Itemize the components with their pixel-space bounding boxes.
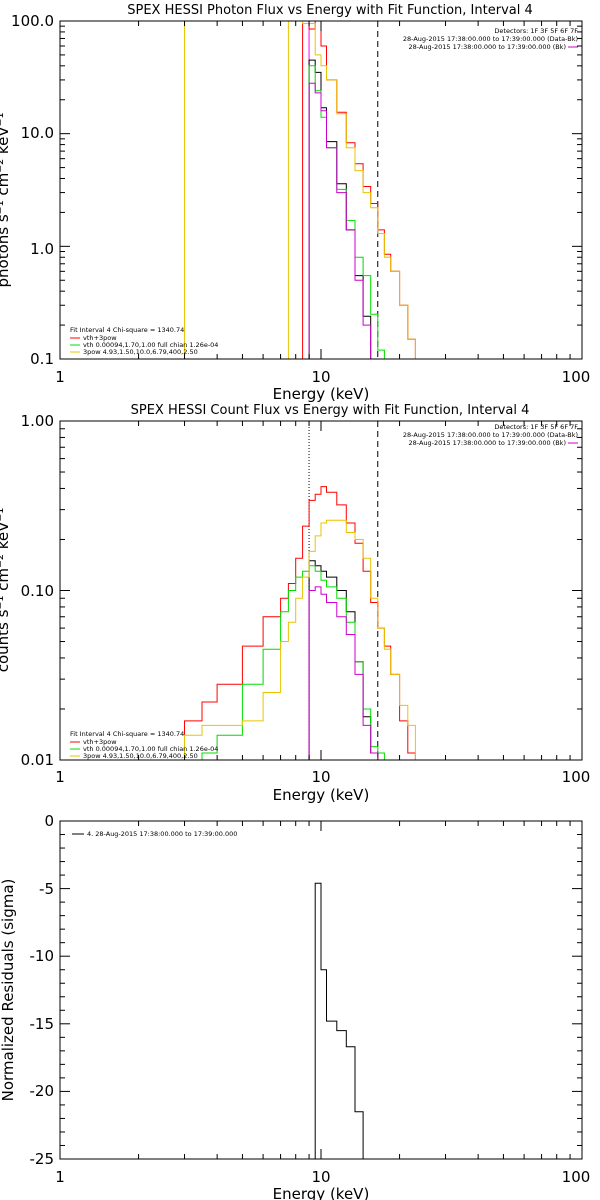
count-legend-item-1: vth+3pow [83,738,117,746]
count-y-tick-1-00: 1.00 [21,412,54,430]
residuals-legend: 4. 28-Aug-2015 17:38:00.000 to 17:39:00.… [72,830,237,838]
count-info-data-bk: 28-Aug-2015 17:38:00.000 to 17:39:00.000… [403,431,578,439]
residuals-x-tick-100: 100 [562,1168,591,1186]
photon-x-tick-100: 100 [562,368,591,386]
count-legend-item-3: 3pow 4.93,1.50,10.0,6.79,400,2.50 [83,752,198,760]
count-flux-panel: SPEX HESSI Count Flux vs Energy with Fit… [0,403,590,804]
photon-x-tick-1: 1 [55,368,65,386]
residuals-y-tick-m25: -25 [30,1150,55,1168]
count-series-2 [184,486,416,760]
photon-info-block: Detectors: 1F 3F 5F 6F 7F 28-Aug-2015 17… [403,27,578,51]
photon-x-axis-label: Energy (keV) [273,385,370,403]
photon-y-tick-100: 100.0 [11,12,54,30]
photon-legend-item-1: vth+3pow [83,334,117,342]
count-legend-item-2: vth 0.00094,1.70,1.00 full chian 1.26e-0… [83,745,218,753]
photon-y-tick-labels: 0.1 1.0 10.0 100.0 [11,12,54,368]
count-series-1 [308,560,379,760]
residuals-y-tick-m10: -10 [30,947,55,965]
count-y-axis-label: counts s⁻¹ cm⁻² keV⁻¹ [0,508,12,673]
count-y-tick-0-10: 0.10 [21,582,54,600]
count-panel-title: SPEX HESSI Count Flux vs Energy with Fit… [131,403,530,418]
count-y-tick-0-01: 0.01 [21,751,54,769]
photon-y-tick-0-1: 0.1 [30,350,54,368]
photon-info-data-bk: 28-Aug-2015 17:38:00.000 to 17:39:00.000… [403,35,578,43]
residuals-series-1 [309,882,378,1160]
residuals-plot-frame [59,820,583,1160]
photon-info-detectors: Detectors: 1F 3F 5F 6F 7F [494,27,578,35]
count-info-detectors: Detectors: 1F 3F 5F 6F 7F [494,423,578,431]
count-x-axis-label: Energy (keV) [273,786,370,804]
residuals-y-tick-labels: -25 -20 -15 -10 -5 0 [30,812,55,1168]
photon-panel-title: SPEX HESSI Photon Flux vs Energy with Fi… [127,3,533,18]
photon-series-5 [287,20,423,360]
residuals-x-tick-1: 1 [55,1168,65,1186]
residuals-y-axis-label: Normalized Residuals (sigma) [0,879,17,1102]
photon-flux-panel: SPEX HESSI Photon Flux vs Energy with Fi… [0,3,590,403]
count-info-block: Detectors: 1F 3F 5F 6F 7F 28-Aug-2015 17… [403,423,578,447]
residuals-panel: 1 10 100 -25 -20 -15 -10 -5 0 Energy (ke… [0,812,590,1200]
count-legend-header: Fit Interval 4 Chi-square = 1340.74 [70,730,184,738]
photon-plot-frame [59,20,583,360]
count-series-3 [184,565,385,761]
count-x-tick-1: 1 [55,768,65,786]
photon-series-1 [308,59,378,360]
photon-legend-item-2: vth 0.00094,1.70,1.00 full chian 1.26e-0… [83,341,218,349]
count-x-tick-10: 10 [311,768,330,786]
photon-legend: Fit Interval 4 Chi-square = 1340.74 vth+… [70,326,218,356]
photon-y-axis-label: photons s⁻¹ cm⁻² keV⁻¹ [0,113,12,288]
photon-legend-item-3: 3pow 4.93,1.50,10.0,6.79,400,2.50 [83,348,198,356]
photon-y-tick-10: 10.0 [21,124,54,142]
photon-legend-header: Fit Interval 4 Chi-square = 1340.74 [70,326,184,334]
residuals-y-tick-m15: -15 [30,1015,55,1033]
count-legend: Fit Interval 4 Chi-square = 1340.74 vth+… [70,730,218,760]
residuals-y-tick-0: 0 [44,812,54,830]
count-x-tick-labels: 1 10 100 [55,768,590,786]
count-series-4 [308,586,379,760]
count-info-bk: 28-Aug-2015 17:38:00.000 to 17:39:00.000… [409,439,566,447]
residuals-x-tick-10: 10 [311,1168,330,1186]
residuals-y-tick-m20: -20 [30,1082,55,1100]
count-series-5 [184,519,423,761]
residuals-y-tick-m5: -5 [39,880,54,898]
photon-x-tick-labels: 1 10 100 [55,368,590,386]
photon-x-tick-10: 10 [311,368,330,386]
count-y-tick-labels: 0.01 0.10 1.00 [21,412,54,769]
residuals-x-axis-label: Energy (keV) [273,1185,370,1200]
residuals-legend-item: 4. 28-Aug-2015 17:38:00.000 to 17:39:00.… [87,830,237,838]
count-x-tick-100: 100 [562,768,591,786]
residuals-x-tick-labels: 1 10 100 [55,1168,590,1186]
photon-y-tick-1: 1.0 [30,240,54,258]
photon-series-4 [308,82,378,360]
photon-info-bk: 28-Aug-2015 17:38:00.000 to 17:39:00.000… [409,43,566,51]
